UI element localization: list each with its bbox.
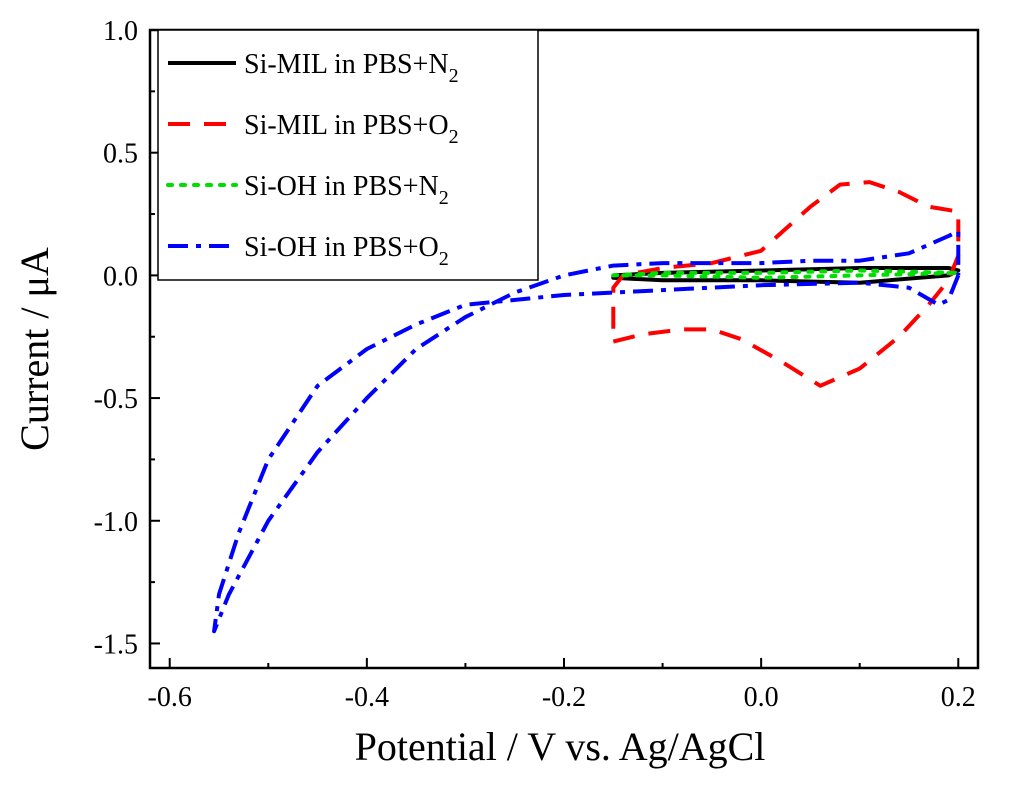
x-tick-label: -0.2 (542, 682, 586, 713)
y-tick-label: 0.0 (103, 261, 138, 292)
x-tick-label: 0.2 (941, 682, 976, 713)
y-tick-label: -0.5 (94, 384, 138, 415)
x-tick-label: 0.0 (744, 682, 779, 713)
x-axis-title: Potential / V vs. Ag/AgCl (355, 724, 766, 769)
y-tick-label: 1.0 (103, 16, 138, 47)
y-axis-title: Current / μA (12, 247, 57, 451)
series-line-4 (214, 231, 958, 631)
y-tick-label: -1.5 (94, 629, 138, 660)
y-tick-label: 0.5 (103, 139, 138, 170)
series-line-3 (613, 271, 958, 278)
x-tick-label: -0.6 (148, 682, 192, 713)
x-tick-label: -0.4 (345, 682, 389, 713)
y-tick-label: -1.0 (94, 507, 138, 538)
cv-chart: -0.6 -0.4 -0.2 0.0 0.2-1.5-1.0-0.50.00.51.0 … (0, 0, 1024, 787)
